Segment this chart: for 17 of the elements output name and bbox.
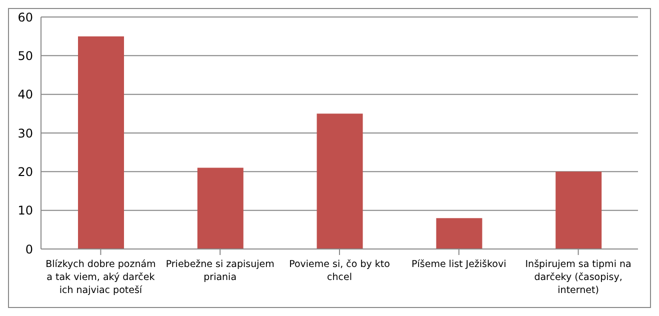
y-tick-label: 20 <box>18 164 33 179</box>
bar <box>197 168 244 249</box>
x-tick-label: Inšpirujem sa tipmi na darčeky (časopisy, internet) <box>525 259 632 296</box>
y-tick-label: 0 <box>25 242 33 256</box>
y-tick-label: 60 <box>18 10 33 24</box>
bar <box>78 36 124 249</box>
x-tick-label: Blízkych dobre poznám a tak viem, aký darček ich najviac poteší <box>46 259 156 296</box>
y-tick-label: 40 <box>18 88 33 102</box>
y-tick-label: 50 <box>18 48 33 63</box>
bar <box>556 172 602 249</box>
y-tick-label: 30 <box>18 126 33 140</box>
bar <box>316 114 363 249</box>
x-tick-label: Priebežne si zapisujem priania <box>166 259 274 283</box>
x-tick-label: Povieme si, čo by kto chcel <box>289 259 390 283</box>
x-tick-label: Píšeme list Ježiškovi <box>412 259 506 270</box>
y-tick-label: 10 <box>18 204 33 218</box>
bar <box>436 218 482 249</box>
